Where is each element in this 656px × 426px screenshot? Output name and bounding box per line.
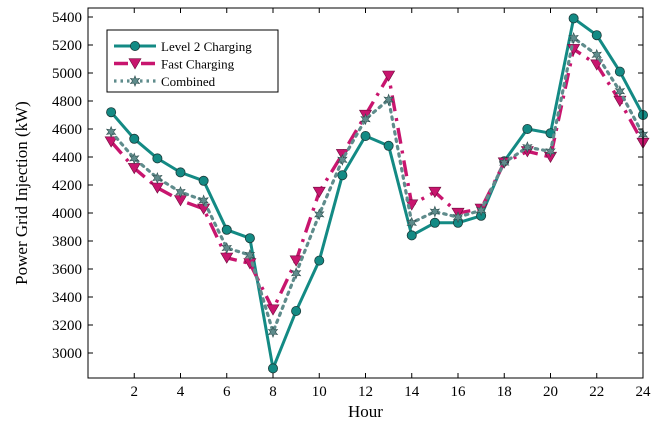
y-tick-label: 5000 [52, 66, 82, 82]
data-point [360, 130, 371, 141]
data-point [475, 204, 487, 217]
data-point [129, 152, 140, 165]
legend-label: Combined [161, 74, 216, 89]
y-tick-label: 3800 [52, 234, 82, 250]
data-point [266, 304, 280, 316]
legend-label: Level 2 Charging [161, 39, 252, 54]
data-point [568, 31, 579, 45]
data-point [290, 267, 302, 280]
x-tick-label: 20 [543, 384, 558, 400]
data-point [452, 211, 464, 224]
data-point [522, 124, 533, 135]
data-point [314, 208, 325, 221]
axes [87, 7, 644, 379]
legend-marker [128, 58, 142, 70]
data-point [175, 185, 186, 199]
x-tick-label: 8 [269, 384, 277, 400]
x-axis-title: Hour [348, 402, 383, 421]
data-point [591, 48, 602, 61]
data-point [221, 224, 232, 235]
data-point [314, 255, 325, 266]
y-tick-label: 3000 [52, 346, 82, 362]
data-point [383, 140, 394, 151]
legend: Level 2 Charging Fast Charging Combined [106, 29, 279, 93]
data-point [337, 170, 348, 181]
data-point [337, 153, 348, 166]
data-point [152, 171, 163, 185]
data-point [360, 113, 371, 126]
x-tick-label: 16 [451, 384, 467, 400]
series-3 [105, 31, 649, 339]
data-point [198, 194, 209, 207]
data-point [406, 216, 417, 229]
x-tick-label: 4 [177, 384, 185, 400]
data-point [289, 255, 303, 267]
x-tick-label: 12 [358, 384, 373, 400]
data-point [198, 175, 209, 186]
x-tick-label: 10 [312, 384, 327, 400]
data-point [429, 205, 441, 218]
tick-labels: 2 4 6 8 10 12 14 16 18 20 22 2430003200340036003800… [52, 10, 651, 400]
data-point [522, 141, 533, 154]
data-point [614, 66, 625, 77]
data-point [614, 85, 626, 98]
x-tick-label: 2 [131, 384, 139, 400]
legend-marker [129, 41, 140, 52]
data-point [267, 325, 279, 339]
y-tick-label: 3600 [52, 262, 82, 278]
data-point [429, 217, 440, 228]
data-point [428, 186, 442, 198]
data-point [545, 145, 556, 158]
data-point [175, 167, 186, 178]
x-tick-label: 6 [223, 384, 231, 400]
data-point [291, 305, 302, 316]
series-1 [106, 13, 649, 374]
data-point [383, 93, 394, 106]
data-point [568, 13, 579, 24]
x-tick-label: 18 [497, 384, 512, 400]
y-tick-label: 3200 [52, 318, 82, 334]
data-point [129, 133, 140, 144]
y-tick-label: 4800 [52, 94, 82, 110]
data-point [244, 233, 255, 244]
legend-label: Fast Charging [161, 57, 235, 72]
data-point [499, 156, 510, 169]
y-tick-label: 4200 [52, 178, 82, 194]
data-point [106, 107, 117, 118]
y-tick-label: 5400 [52, 10, 82, 26]
y-tick-label: 4600 [52, 122, 82, 138]
data-point [406, 230, 417, 241]
y-tick-label: 4400 [52, 150, 82, 166]
x-tick-label: 22 [589, 384, 604, 400]
y-tick-label: 3400 [52, 290, 82, 306]
data-point [152, 153, 163, 164]
data-point [244, 248, 256, 262]
data-point [221, 241, 232, 255]
series-layer [104, 13, 650, 374]
y-axis-title: Power Grid Injection (kW) [12, 101, 31, 285]
data-point [105, 125, 117, 138]
y-tick-label: 4000 [52, 206, 82, 222]
y-tick-label: 5200 [52, 38, 82, 54]
legend-marker [129, 74, 141, 88]
x-tick-label: 14 [404, 384, 420, 400]
data-point [382, 70, 396, 82]
data-point [312, 186, 326, 198]
data-point [591, 30, 602, 41]
x-tick-label: 24 [636, 384, 652, 400]
data-point [267, 363, 278, 374]
